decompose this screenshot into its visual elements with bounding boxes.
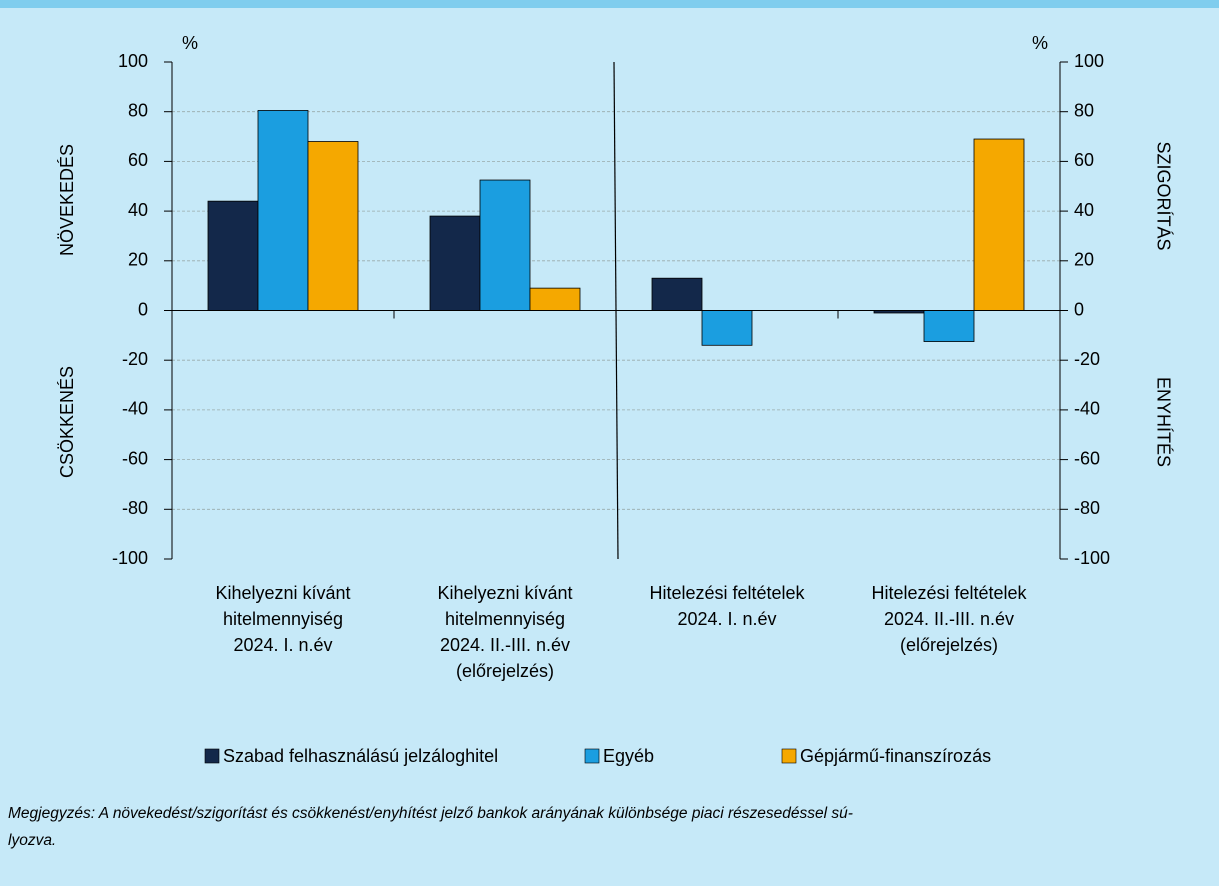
legend-label: Egyéb (603, 746, 654, 766)
y2-tick-label: -20 (1074, 349, 1100, 369)
y2-tick-label: -40 (1074, 399, 1100, 419)
x-tick-label: Hitelezési feltételek 2024. II.-III. n.é… (871, 583, 1027, 655)
bar (973, 138, 1025, 311)
top-stripe (0, 0, 1219, 8)
y-tick-label: 60 (128, 150, 148, 170)
bar (479, 179, 531, 311)
left-label: NÖVEKEDÉS (57, 144, 77, 256)
bar (429, 215, 481, 311)
y2-tick-label: -80 (1074, 498, 1100, 518)
y2-tick-label: 100 (1074, 51, 1104, 71)
right-label: SZIGORÍTÁS (1153, 141, 1173, 250)
bar (307, 141, 359, 311)
x-tick-label: Kihelyezni kívánt hitelmennyiség 2024. I… (437, 583, 573, 681)
y2-tick-label: 20 (1074, 250, 1094, 270)
y2-tick-label: 40 (1074, 200, 1094, 220)
x-tick-label: Hitelezési feltételek 2024. I. n.év (649, 583, 805, 629)
bar (257, 110, 309, 311)
legend-label: Szabad felhasználású jelzáloghitel (223, 746, 498, 766)
bar (529, 287, 581, 311)
y2-tick-label: -60 (1074, 448, 1100, 468)
note: Megjegyzés: A növekedést/szigorítást és … (8, 805, 853, 849)
y-tick-label: 40 (128, 200, 148, 220)
legend-swatch (781, 748, 797, 764)
bar (651, 277, 703, 311)
left-label: CSÖKKENÉS (57, 366, 77, 478)
y2-tick-label: -100 (1074, 548, 1110, 568)
legend-swatch (204, 748, 220, 764)
y2-tick-label: 0 (1074, 299, 1084, 319)
y-tick-label: -80 (122, 498, 148, 518)
y-tick-label: -60 (122, 448, 148, 468)
y-tick-label: 20 (128, 250, 148, 270)
bar (701, 310, 753, 346)
y-tick-label: -40 (122, 399, 148, 419)
y-tick-label: 100 (118, 51, 148, 71)
y2-tick-label: 80 (1074, 100, 1094, 120)
y-tick-label: 80 (128, 100, 148, 120)
y2-unit: % (1032, 33, 1048, 53)
y2-tick-label: 60 (1074, 150, 1094, 170)
legend-swatch (584, 748, 600, 764)
y-tick-label: 0 (138, 299, 148, 319)
bar (207, 200, 259, 311)
bar (923, 310, 975, 342)
y-tick-label: -20 (122, 349, 148, 369)
legend-label: Gépjármű-finanszírozás (800, 746, 991, 766)
x-tick-label: Kihelyezni kívánt hitelmennyiség 2024. I… (215, 583, 351, 655)
y-unit: % (182, 33, 198, 53)
y-tick-label: -100 (112, 548, 148, 568)
right-label: ENYHÍTÉS (1153, 377, 1173, 467)
